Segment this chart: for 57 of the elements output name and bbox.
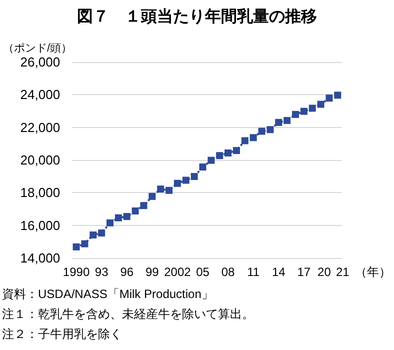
- x-tick-label: 2002: [164, 265, 192, 279]
- y-tick-label: 14,000: [20, 250, 60, 266]
- point: [140, 202, 148, 210]
- point: [232, 147, 240, 154]
- x-tick-label: 05: [196, 265, 210, 279]
- x-tick-label: 93: [94, 265, 109, 279]
- point: [300, 108, 308, 115]
- x-axis-title: （年）: [355, 265, 392, 279]
- x-tick-label: 17: [297, 265, 311, 279]
- point: [98, 230, 106, 237]
- y-tick-label: 24,000: [20, 87, 60, 102]
- point: [123, 213, 130, 220]
- x-tick-label: 11: [247, 265, 260, 279]
- y-axis-title: （ポンド/頭）: [2, 42, 72, 54]
- point: [258, 128, 266, 135]
- chart-title: 図７ １頭当たり年間乳量の推移: [77, 8, 317, 26]
- point: [284, 116, 291, 124]
- point: [266, 126, 274, 134]
- point: [275, 118, 282, 126]
- x-tick-label: 21: [336, 265, 350, 279]
- point: [224, 149, 232, 156]
- x-tick-label: 96: [120, 265, 134, 279]
- point: [90, 231, 97, 238]
- point: [72, 243, 80, 250]
- point: [216, 152, 224, 160]
- x-tick-label: 20: [318, 265, 332, 279]
- y-tick-label: 20,000: [20, 152, 60, 168]
- point: [326, 94, 333, 102]
- point: [174, 180, 181, 187]
- point: [334, 92, 342, 99]
- point: [166, 186, 173, 194]
- y-tick-label: 22,000: [20, 120, 60, 135]
- point: [308, 104, 316, 112]
- point: [317, 100, 324, 108]
- y-tick-label: 18,000: [20, 185, 60, 200]
- point: [199, 164, 206, 171]
- point: [292, 110, 299, 118]
- x-tick-label: 14: [272, 265, 286, 279]
- point: [157, 186, 164, 193]
- point: [114, 214, 122, 222]
- point: [132, 207, 139, 214]
- point: [182, 176, 190, 184]
- point: [250, 134, 257, 142]
- point: [81, 240, 88, 248]
- point: [190, 172, 198, 180]
- text: 注１：乾乳牛を含め、未経産牛を除いて算出。: [2, 307, 254, 321]
- point: [148, 192, 156, 200]
- y-tick-label: 26,000: [20, 54, 60, 70]
- text: 注２：子牛用乳を除く: [2, 327, 122, 341]
- x-tick-label: 1990: [62, 265, 90, 279]
- point: [241, 137, 248, 144]
- y-tick-label: 16,000: [20, 218, 60, 233]
- point: [106, 219, 114, 226]
- x-tick-label: 08: [221, 265, 236, 279]
- text: 資料：USDA/NASS「Milk Production」: [2, 287, 214, 301]
- x-tick-label: 99: [145, 265, 160, 279]
- point: [208, 156, 215, 164]
